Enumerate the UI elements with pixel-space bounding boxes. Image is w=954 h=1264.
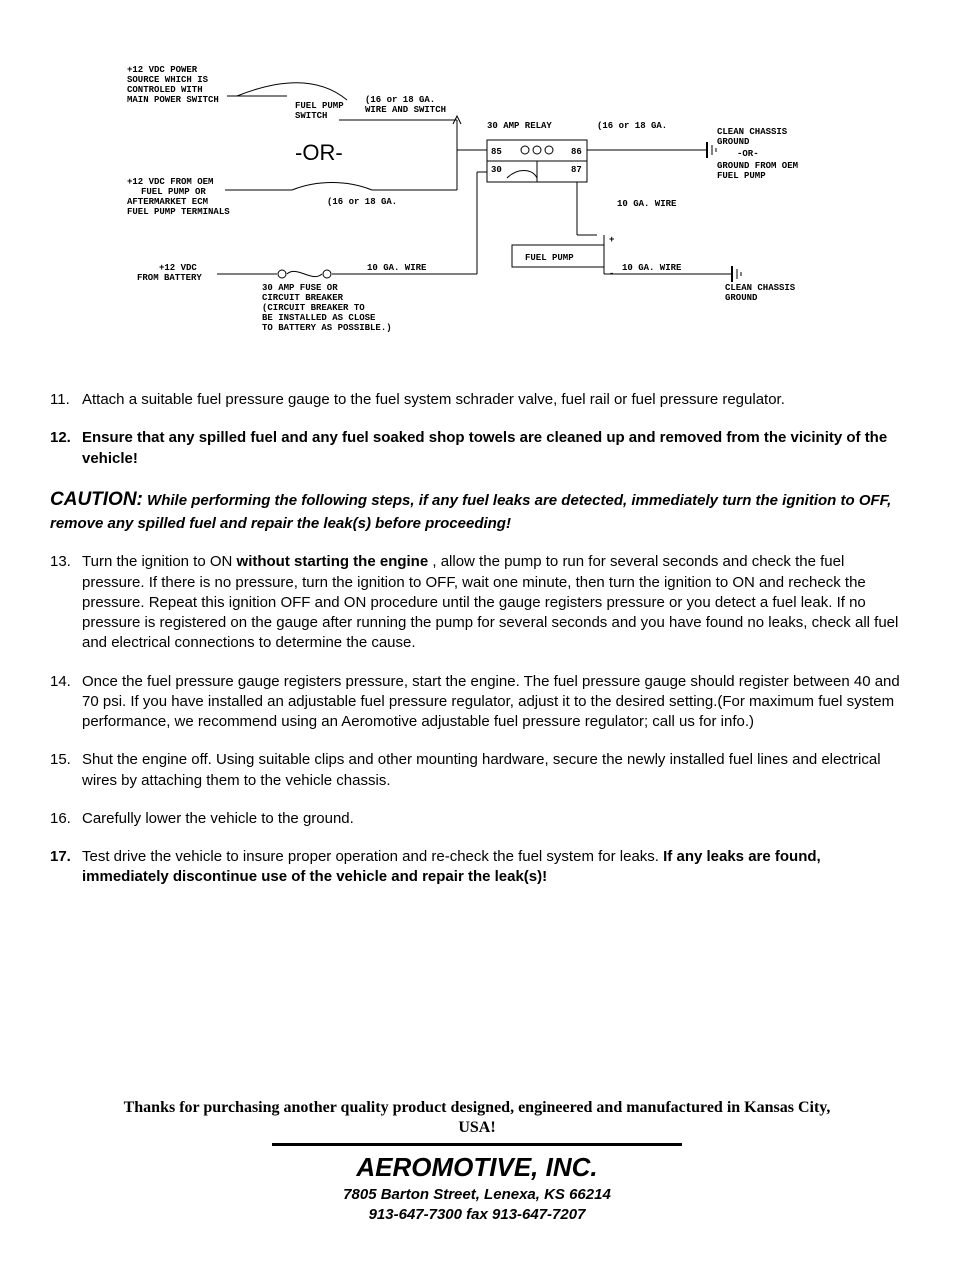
step-item: 17.Test drive the vehicle to insure prop… [50,847,904,888]
step-body-part: without starting the engine [237,553,429,570]
diagram-label: -OR- [295,140,343,165]
diagram-label: CLEAN CHASSIS [717,127,788,137]
diagram-label: +12 VDC [159,263,197,273]
step-body: Attach a suitable fuel pressure gauge to… [82,391,785,408]
step-number: 17. [50,847,78,867]
diagram-label: 30 AMP RELAY [487,121,552,131]
steps-list-b: 13.Turn the ignition to ON without start… [50,552,904,887]
company-address: 7805 Barton Street, Lenexa, KS 66214 [50,1185,904,1205]
diagram-label: FUEL PUMP OR [141,187,206,197]
step-item: 11.Attach a suitable fuel pressure gauge… [50,390,904,410]
diagram-label: FUEL PUMP [525,253,574,263]
diagram-label: 10 GA. WIRE [622,263,682,273]
diagram-label: SWITCH [295,111,327,121]
diagram-label: + [609,235,614,245]
wiring-diagram: +12 VDC POWER SOURCE WHICH IS CONTROLED … [117,60,837,360]
diagram-label: (16 or 18 GA. [327,197,397,207]
diagram-label: FUEL PUMP [295,101,344,111]
diagram-label: FUEL PUMP [717,171,766,181]
step-body: Ensure that any spilled fuel and any fue… [82,429,887,466]
diagram-label: (CIRCUIT BREAKER TO [262,303,365,313]
diagram-svg: +12 VDC POWER SOURCE WHICH IS CONTROLED … [117,60,837,360]
diagram-label: FROM BATTERY [137,273,202,283]
company-block: AEROMOTIVE, INC. 7805 Barton Street, Len… [50,1152,904,1224]
diagram-label: +12 VDC FROM OEM [127,177,213,187]
diagram-label: -OR- [737,149,759,159]
diagram-label: GROUND FROM OEM [717,161,798,171]
diagram-label: AFTERMARKET ECM [127,197,208,207]
company-phone: 913-647-7300 fax 913-647-7207 [50,1205,904,1225]
thanks-line-1: Thanks for purchasing another quality pr… [124,1099,831,1116]
thanks-text: Thanks for purchasing another quality pr… [50,1098,904,1140]
divider-rule [272,1143,682,1146]
step-body-part: Turn the ignition to ON [82,553,237,570]
diagram-label: (16 or 18 GA. [597,121,667,131]
diagram-label: CIRCUIT BREAKER [262,293,344,303]
diagram-label: TO BATTERY AS POSSIBLE.) [262,323,392,333]
diagram-label: MAIN POWER SWITCH [127,95,219,105]
diagram-label: (16 or 18 GA. [365,95,435,105]
step-item: 15.Shut the engine off. Using suitable c… [50,750,904,791]
step-item: 12.Ensure that any spilled fuel and any … [50,428,904,469]
diagram-label: SOURCE WHICH IS [127,75,209,85]
diagram-label: 30 [491,165,502,175]
step-item: 16.Carefully lower the vehicle to the gr… [50,809,904,829]
diagram-label: WIRE AND SWITCH [365,105,446,115]
diagram-label: 85 [491,147,502,157]
diagram-label: CLEAN CHASSIS [725,283,796,293]
step-number: 14. [50,672,78,692]
diagram-label: GROUND [725,293,758,303]
diagram-label: +12 VDC POWER [127,65,198,75]
diagram-label: BE INSTALLED AS CLOSE [262,313,376,323]
step-number: 15. [50,750,78,770]
step-number: 11. [50,390,78,410]
diagram-label: 30 AMP FUSE OR [262,283,338,293]
caution-label: CAUTION: [50,489,143,510]
step-number: 16. [50,809,78,829]
diagram-label: CONTROLED WITH [127,85,203,95]
step-body-part: Once the fuel pressure gauge registers p… [82,673,900,731]
diagram-label: 86 [571,147,582,157]
step-body-part: Test drive the vehicle to insure proper … [82,848,663,865]
diagram-label: FUEL PUMP TERMINALS [127,207,230,217]
step-body-part: Shut the engine off. Using suitable clip… [82,751,881,788]
diagram-label: 87 [571,165,582,175]
diagram-label: 10 GA. WIRE [367,263,427,273]
caution-text: While performing the following steps, if… [50,492,891,533]
caution-paragraph: CAUTION: While performing the following … [50,487,904,535]
step-number: 12. [50,428,78,448]
step-body-part: Carefully lower the vehicle to the groun… [82,810,354,827]
steps-list-a: 11.Attach a suitable fuel pressure gauge… [50,390,904,469]
step-item: 14.Once the fuel pressure gauge register… [50,672,904,733]
diagram-label: 10 GA. WIRE [617,199,677,209]
step-number: 13. [50,552,78,572]
step-item: 13.Turn the ignition to ON without start… [50,552,904,653]
page: +12 VDC POWER SOURCE WHICH IS CONTROLED … [0,0,954,1264]
thanks-line-2: USA! [458,1119,495,1136]
company-name: AEROMOTIVE, INC. [50,1152,904,1183]
diagram-label: GROUND [717,137,750,147]
